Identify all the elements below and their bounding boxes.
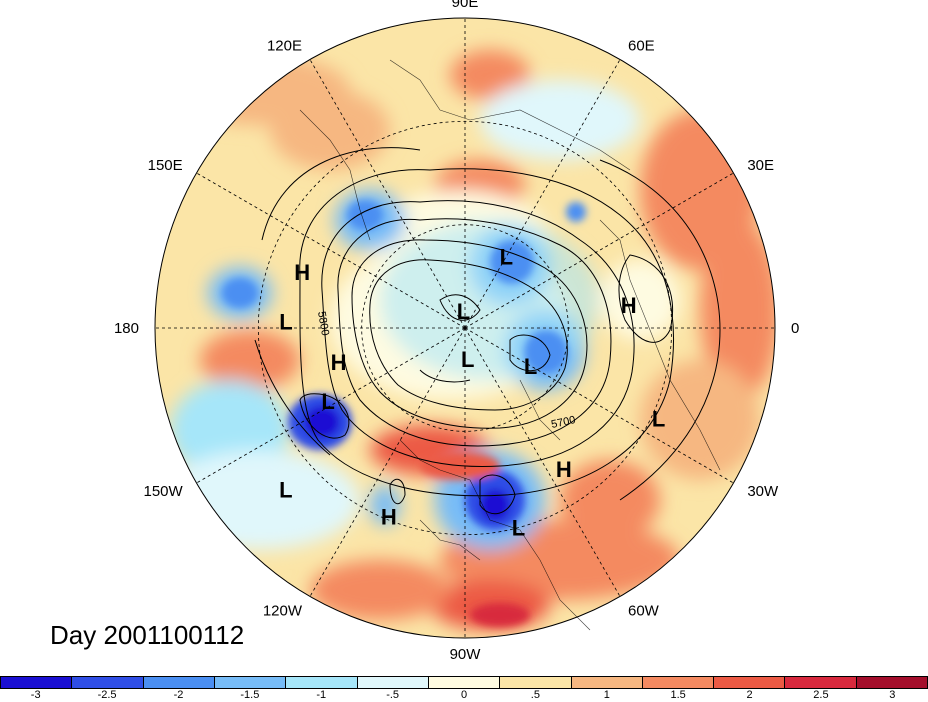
meridian-line — [196, 327, 466, 484]
colorbar-segment — [642, 677, 715, 688]
longitude-label: 180 — [114, 320, 139, 337]
longitude-label: 60W — [628, 602, 660, 619]
contour-label-5800: 5800 — [315, 310, 331, 336]
low-pressure-center: L — [279, 310, 292, 335]
low-pressure-center: L — [500, 244, 513, 269]
meridian-line — [464, 327, 621, 597]
longitude-label: 90E — [452, 0, 479, 11]
longitude-label: 150E — [148, 157, 183, 174]
low-pressure-center: L — [457, 299, 470, 324]
low-pressure-center: L — [279, 477, 292, 502]
colorbar-segment — [714, 677, 786, 688]
longitude-label: 120E — [267, 38, 302, 55]
colorbar-tick-label: 3 — [889, 689, 896, 701]
high-pressure-center: H — [621, 293, 637, 318]
height-contours — [254, 147, 721, 515]
meridian-line — [309, 59, 466, 329]
longitude-label: 30W — [747, 483, 779, 500]
low-pressure-center: L — [524, 354, 537, 379]
colorbar-tick-label: 2 — [746, 689, 753, 701]
colorbar-segment — [785, 677, 857, 688]
longitude-label: 120W — [263, 602, 303, 619]
polar-map: 5800 5700 90E 60E 30E 0 30W 60W 90W 120W 150W 180… — [114, 0, 799, 663]
contour-label-5700: 5700 — [550, 414, 576, 431]
graticule — [155, 18, 775, 638]
longitude-label: 60E — [628, 38, 655, 55]
colorbar-tick-label: -2.5 — [97, 689, 117, 701]
colorbar-segment — [856, 677, 928, 688]
anomaly-field — [155, 18, 775, 638]
longitude-label: 30E — [747, 157, 774, 174]
longitude-label: 90W — [450, 646, 482, 663]
colorbar-segment — [428, 677, 501, 688]
colorbar-labels: -3 -2.5 -2 -1.5 -1 -.5 0 .5 1 1.5 2 2.5 3 — [0, 689, 928, 702]
colorbar-tick-label: -2 — [173, 689, 184, 701]
colorbar-segment — [1, 677, 73, 688]
high-pressure-center: H — [331, 350, 347, 375]
low-pressure-center: L — [461, 347, 474, 372]
coastlines — [299, 59, 721, 631]
colorbar-segment — [571, 677, 643, 688]
colorbar-tick-label: 1.5 — [670, 689, 686, 701]
colorbar-segment — [286, 677, 358, 688]
colorbar-segment — [500, 677, 572, 688]
colorbar-tick-label: -.5 — [386, 689, 400, 701]
longitude-labels: 90E 60E 30E 0 30W 60W 90W 120W 150W 180 150E 120E — [114, 0, 799, 663]
colorbar-tick-label: -1.5 — [240, 689, 260, 701]
high-pressure-center: H — [556, 457, 572, 482]
colorbar-tick-label: 2.5 — [813, 689, 829, 701]
longitude-label: 150W — [143, 483, 183, 500]
meridian-line — [464, 327, 734, 484]
high-pressure-center: H — [294, 260, 310, 285]
meridian-line — [196, 172, 466, 329]
day-title: Day 2001100112 — [50, 620, 245, 650]
colorbar-segment — [214, 677, 287, 688]
low-pressure-center: L — [512, 516, 525, 541]
low-pressure-center: L — [321, 389, 334, 414]
colorbar-tick-label: -3 — [30, 689, 41, 701]
colorbar-segment — [72, 677, 144, 688]
colorbar-segment — [357, 677, 429, 688]
colorbar-tick-label: -1 — [316, 689, 327, 701]
high-pressure-center: H — [381, 504, 397, 529]
colorbar-segment — [143, 677, 215, 688]
meridian-line — [309, 327, 466, 597]
colorbar-tick-label: 0 — [460, 689, 468, 701]
low-pressure-center: L — [652, 406, 665, 431]
colorbar-tick-label: 1 — [603, 689, 610, 701]
colorbar-tick-label: .5 — [530, 689, 540, 701]
meridian-line — [464, 59, 621, 329]
map-boundary — [154, 17, 776, 639]
colorbar — [0, 676, 928, 689]
meridian-line — [464, 172, 734, 329]
longitude-label: 0 — [791, 320, 799, 337]
